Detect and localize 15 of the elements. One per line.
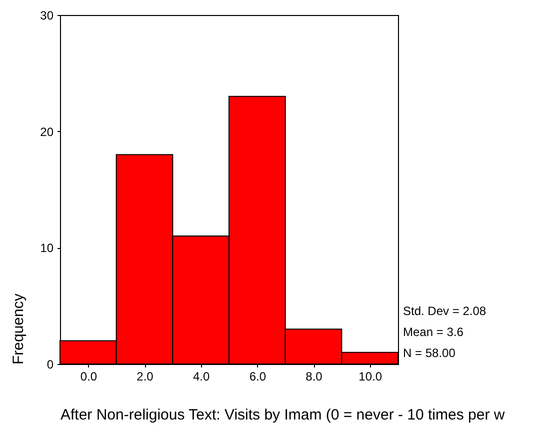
y-tick-label: 20 bbox=[40, 124, 54, 139]
x-tick-label: 8.0 bbox=[306, 370, 323, 384]
x-tick-label: 6.0 bbox=[249, 370, 266, 384]
x-tick-label: 4.0 bbox=[192, 370, 210, 384]
text: Std. Dev = 2.08 bbox=[403, 304, 486, 318]
x-tick-label: 2.0 bbox=[136, 370, 154, 384]
y-tick-label: 0 bbox=[46, 358, 54, 372]
text: Mean = 3.6 bbox=[403, 325, 464, 339]
y-axis-title: Frequency bbox=[10, 293, 28, 364]
y-tick-label: 10 bbox=[40, 241, 54, 256]
x-tick-label: 10.0 bbox=[358, 370, 382, 384]
x-axis-title: After Non-religious Text: Visits by Imam (0 = never - 10 times per w bbox=[60, 406, 505, 424]
y-tick-label: 30 bbox=[40, 8, 54, 22]
text: N = 58.00 bbox=[403, 346, 456, 360]
x-tick-label: 0.0 bbox=[80, 370, 98, 384]
